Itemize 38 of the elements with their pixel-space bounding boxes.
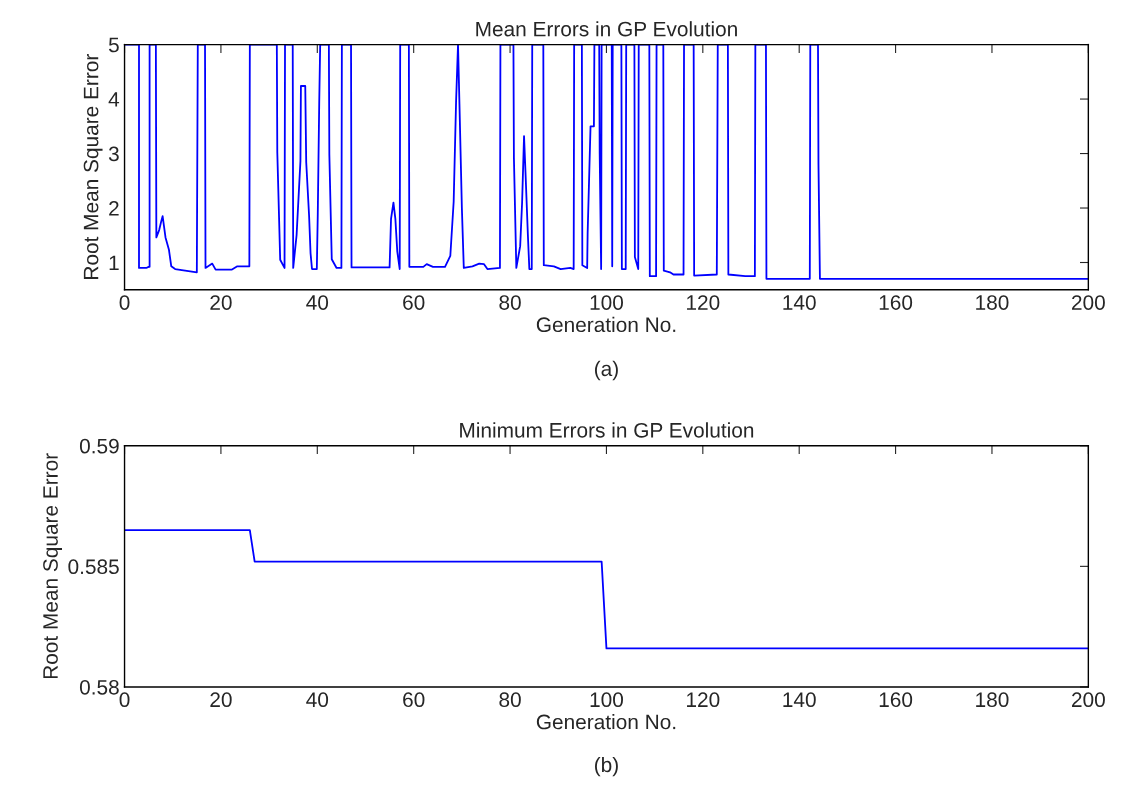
text: (b) bbox=[595, 756, 618, 777]
y-tick-label: 1 bbox=[109, 255, 119, 271]
x-tick-label: 80 bbox=[499, 295, 521, 310]
x-tick-label: 40 bbox=[306, 295, 329, 310]
x-tick-label: 140 bbox=[783, 692, 816, 708]
chart-title: Minimum Errors in GP Evolution bbox=[460, 422, 754, 438]
x-tick-label: 100 bbox=[590, 295, 624, 310]
x-tick-label: 20 bbox=[210, 692, 232, 708]
text: (a) bbox=[595, 360, 618, 381]
x-tick-label: 140 bbox=[783, 295, 816, 310]
x-tick-label: 180 bbox=[976, 295, 1009, 310]
x-axis-title: Generation No. bbox=[536, 714, 676, 730]
x-tick-label: 120 bbox=[687, 692, 720, 708]
x-tick-label: 60 bbox=[403, 692, 425, 708]
chart-title: Mean Errors in GP Evolution bbox=[476, 21, 737, 37]
x-tick-label: 200 bbox=[1072, 692, 1105, 708]
y-tick-label: 0.58 bbox=[79, 679, 119, 695]
x-tick-label: 160 bbox=[879, 295, 913, 310]
x-tick-label: 0 bbox=[119, 692, 130, 708]
x-axis-title: Generation No. bbox=[536, 316, 676, 333]
x-tick-label: 60 bbox=[403, 295, 425, 310]
x-tick-label: 40 bbox=[306, 692, 329, 708]
y-axis-title: Root Mean Square Error bbox=[43, 453, 62, 679]
x-tick-label: 80 bbox=[499, 692, 521, 708]
x-tick-label: 0 bbox=[119, 295, 130, 310]
y-tick-label: 0.59 bbox=[79, 438, 119, 454]
y-tick-label: 5 bbox=[108, 37, 119, 53]
y-axis-title: Root Mean Square Error bbox=[83, 54, 103, 279]
x-tick-label: 160 bbox=[879, 692, 913, 708]
x-tick-label: 200 bbox=[1072, 295, 1105, 310]
y-tick-label: 3 bbox=[108, 146, 119, 162]
x-tick-label: 120 bbox=[687, 295, 720, 310]
x-tick-label: 20 bbox=[210, 295, 232, 310]
x-tick-label: 100 bbox=[590, 692, 624, 708]
x-tick-label: 180 bbox=[976, 692, 1009, 708]
y-tick-label: 2 bbox=[109, 201, 119, 216]
y-tick-label: 0.585 bbox=[68, 559, 119, 575]
y-tick-label: 4 bbox=[108, 92, 120, 107]
